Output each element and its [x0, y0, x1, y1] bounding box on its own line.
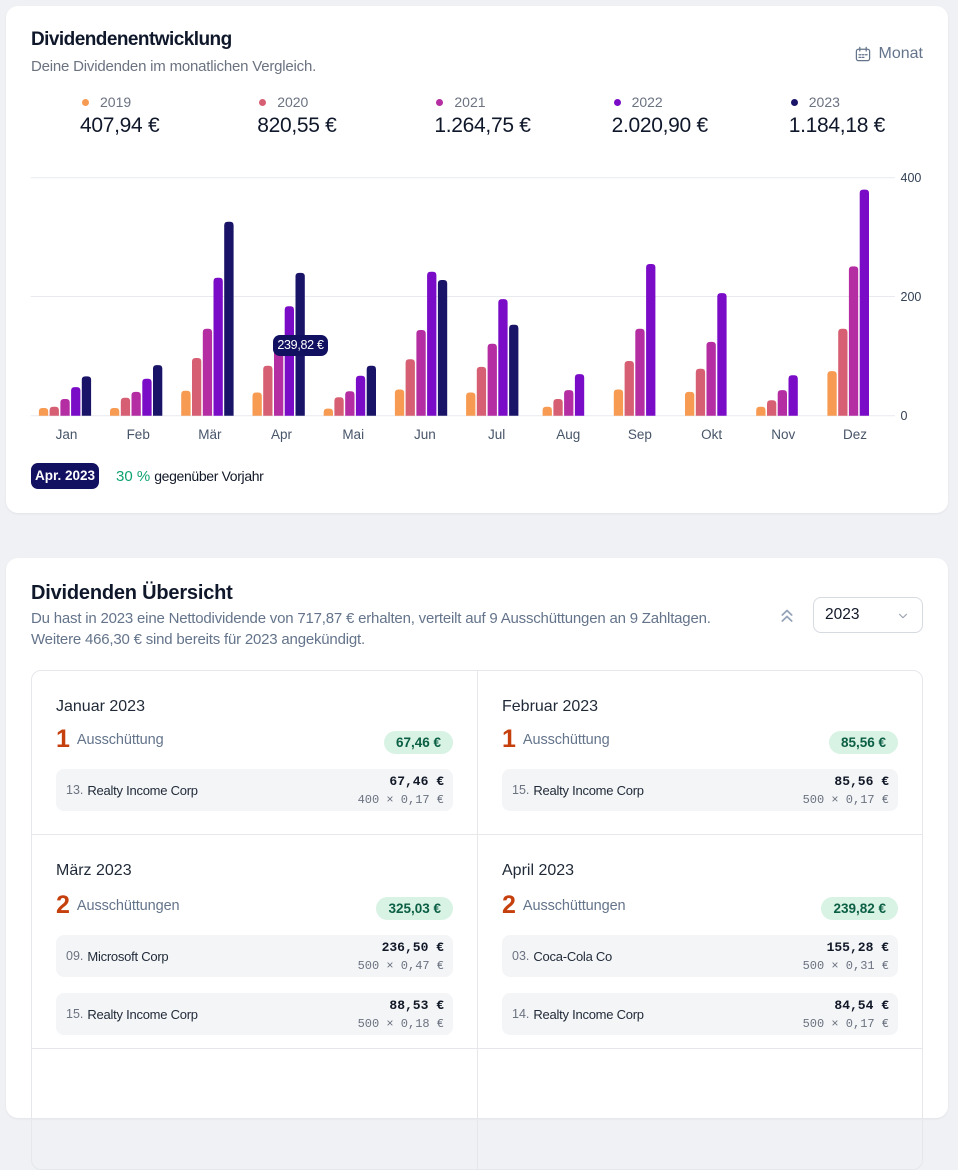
svg-text:0: 0 [901, 409, 908, 423]
svg-text:Aug: Aug [556, 427, 580, 442]
svg-text:Sep: Sep [628, 427, 652, 442]
svg-text:Apr: Apr [271, 427, 293, 442]
svg-text:Jun: Jun [414, 427, 436, 442]
svg-text:Feb: Feb [127, 427, 150, 442]
svg-text:Dez: Dez [843, 427, 867, 442]
svg-text:Jan: Jan [56, 427, 78, 442]
svg-text:Mai: Mai [342, 427, 364, 442]
svg-text:Nov: Nov [771, 427, 795, 442]
svg-text:200: 200 [901, 290, 922, 304]
svg-text:Jul: Jul [488, 427, 505, 442]
svg-text:400: 400 [901, 171, 922, 185]
svg-text:Mär: Mär [198, 427, 222, 442]
svg-text:Okt: Okt [701, 427, 722, 442]
